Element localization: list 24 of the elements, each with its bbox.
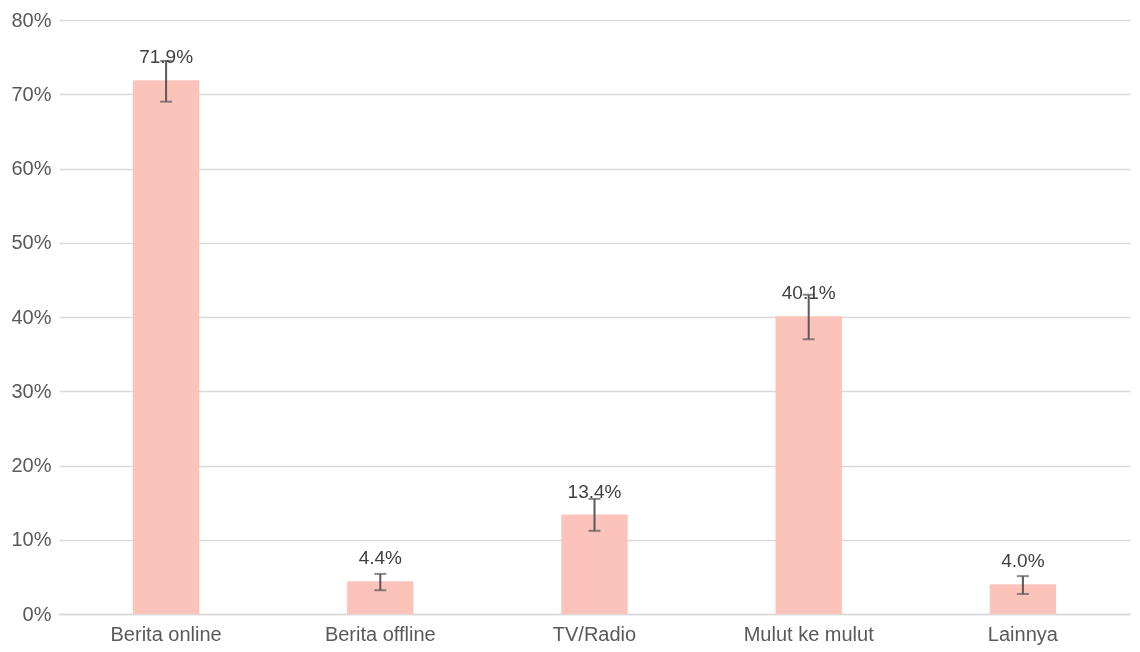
- bar: [775, 316, 842, 614]
- data-label: 40.1%: [781, 282, 836, 304]
- x-tick-label: Berita offline: [324, 622, 436, 645]
- x-tick-label: Mulut ke mulut: [743, 622, 875, 645]
- y-tick-label: 0%: [22, 602, 52, 625]
- y-tick-label: 20%: [11, 454, 52, 476]
- bar: [132, 80, 200, 614]
- y-tick-label: 70%: [11, 82, 52, 105]
- bar: [989, 584, 1057, 614]
- y-tick-label: 40%: [11, 305, 52, 328]
- x-tick-label: Lainnya: [987, 622, 1059, 645]
- data-label: 13.4%: [567, 480, 622, 502]
- y-tick-label: 80%: [11, 8, 52, 31]
- x-tick-label: TV/Radio: [552, 622, 637, 645]
- bar: [347, 581, 414, 614]
- data-label: 71.9%: [139, 46, 194, 68]
- x-tick-label: Berita online: [110, 622, 222, 645]
- data-label: 4.4%: [358, 547, 403, 569]
- data-label: 4.0%: [1001, 550, 1045, 572]
- y-tick-label: 50%: [11, 231, 52, 254]
- bar: [561, 514, 628, 614]
- y-tick-label: 30%: [11, 379, 52, 402]
- y-tick-label: 60%: [11, 157, 52, 179]
- y-tick-label: 10%: [11, 528, 52, 551]
